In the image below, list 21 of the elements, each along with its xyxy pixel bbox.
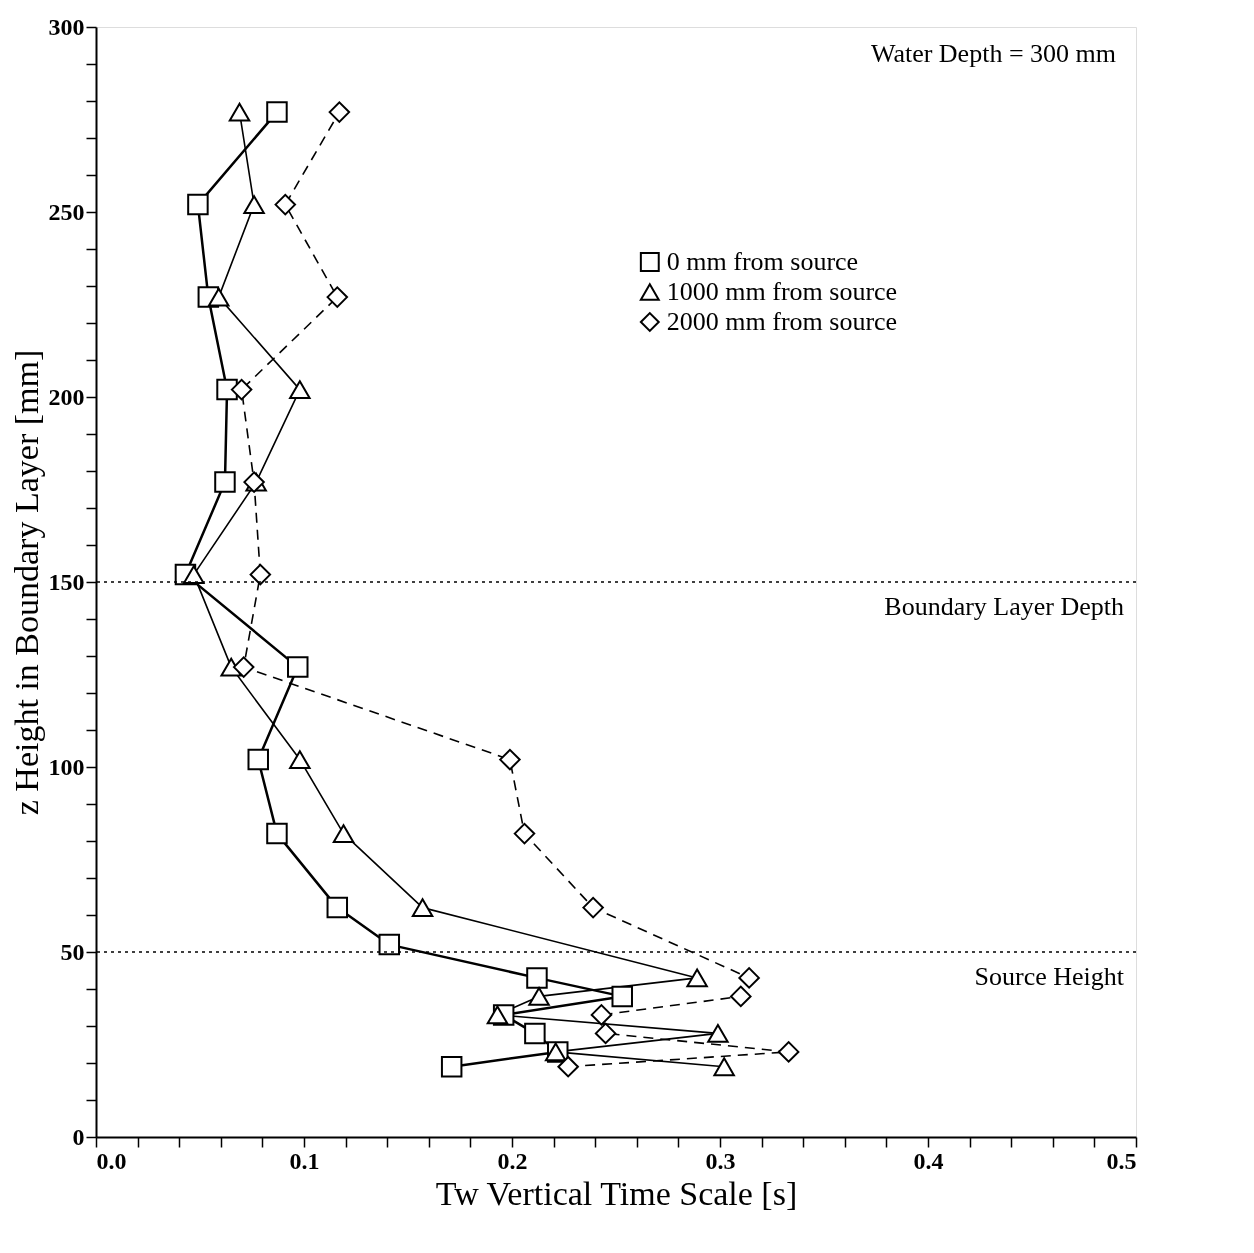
y-tick-label: 0 (72, 1123, 85, 1150)
x-tick-label: 0.3 (705, 1147, 736, 1174)
x-axis-title: Tw Vertical Time Scale [s] (435, 1174, 798, 1212)
annotation: Water Depth = 300 mm (870, 39, 1116, 68)
y-axis-title: z Height in Boundary Layer [mm] (7, 349, 45, 816)
ref-line-label: Source Height (974, 962, 1125, 991)
x-tick-label: 0.2 (497, 1147, 528, 1174)
y-tick-label: 300 (48, 13, 85, 40)
y-tick-label: 150 (48, 568, 85, 595)
y-tick-label: 50 (60, 938, 85, 965)
y-tick-label: 250 (48, 198, 85, 225)
x-tick-label: 0.4 (913, 1147, 944, 1174)
legend-label: 1000 mm from source (666, 277, 898, 306)
x-tick-label: 0.1 (289, 1147, 320, 1174)
x-tick-label: 0.0 (96, 1147, 127, 1174)
ref-line-label: Boundary Layer Depth (884, 592, 1124, 621)
x-tick-label: 0.5 (1106, 1147, 1137, 1174)
legend-label: 0 mm from source (666, 247, 859, 276)
y-tick-label: 200 (48, 383, 85, 410)
legend-label: 2000 mm from source (666, 307, 898, 336)
y-tick-label: 100 (48, 753, 85, 780)
